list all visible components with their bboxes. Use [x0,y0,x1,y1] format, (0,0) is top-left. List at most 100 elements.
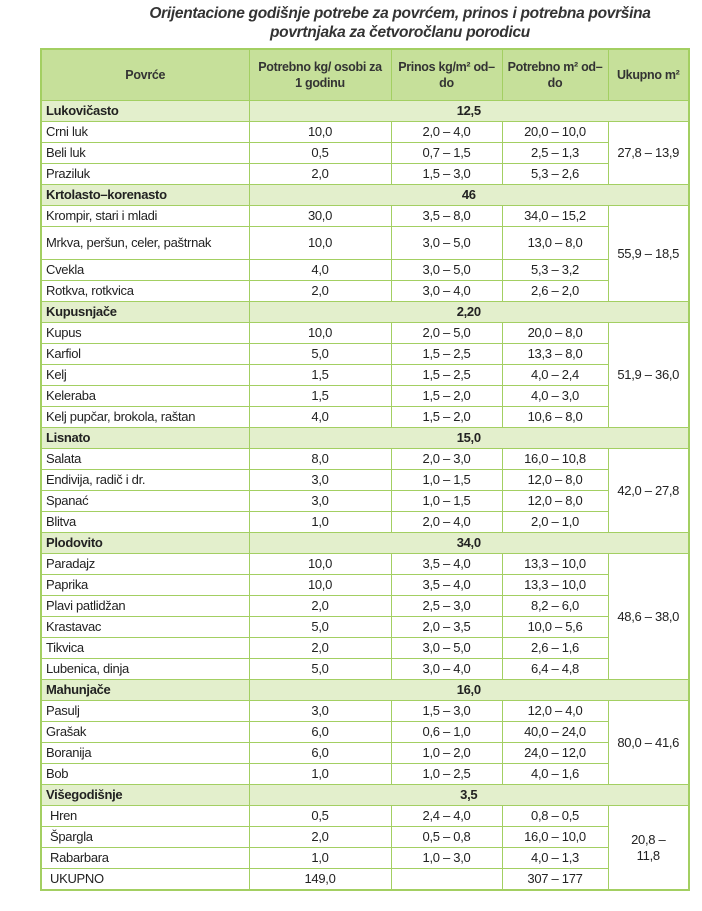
need-kg-per-person: 1,5 [248,385,392,407]
vegetable-name: Hren [40,805,250,827]
area-range: 24,0 – 12,0 [501,742,609,764]
section-name: Mahunjače [40,679,250,701]
area-range: 16,0 – 10,8 [501,448,609,470]
area-range: 20,0 – 8,0 [501,322,609,344]
area-range: 8,2 – 6,0 [501,595,609,617]
yield-range: 1,5 – 3,0 [390,163,503,185]
yield-range: 3,5 – 8,0 [390,205,503,227]
need-kg-per-person: 3,0 [248,469,392,491]
area-range: 4,0 – 3,0 [501,385,609,407]
vegetable-name: Blitva [40,511,250,533]
group-total: 20,8 – 11,8 [607,805,690,891]
table-row: Blitva 1,0 2,0 – 4,0 2,0 – 1,0 [40,511,689,533]
need-kg-per-person: 2,0 [248,637,392,659]
vegetable-name: Cvekla [40,259,250,281]
need-kg-per-person: 0,5 [248,805,392,827]
need-kg-per-person: 10,0 [248,121,392,143]
area-range: 20,0 – 10,0 [501,121,609,143]
table-row: Praziluk 2,0 1,5 – 3,0 5,3 – 2,6 [40,163,689,185]
area-range: 5,3 – 2,6 [501,163,609,185]
vegetable-name: Kelj pupčar, brokola, raštan [40,406,250,428]
section-row: Plodovito 34,0 [40,532,690,554]
yield-range: 1,0 – 1,5 [390,469,503,491]
table-row: Cvekla 4,0 3,0 – 5,0 5,3 – 3,2 [40,259,689,281]
section-row: Kupusnjače 2,20 [40,301,690,323]
section-row: Mahunjače 16,0 [40,679,690,701]
yield-range: 0,6 – 1,0 [390,721,503,743]
section-value: 15,0 [248,427,690,449]
need-kg-per-person: 1,0 [248,847,392,869]
yield-range: 3,0 – 4,0 [390,280,503,302]
table-row: Kupus 10,0 2,0 – 5,0 20,0 – 8,0 51,9 – 36,0 [40,322,690,428]
area-range: 10,0 – 5,6 [501,616,609,638]
vegetable-name: Keleraba [40,385,250,407]
vegetable-name: Plavi patlidžan [40,595,250,617]
area-range: 307 – 177 [501,868,609,891]
area-range: 2,6 – 1,6 [501,637,609,659]
vegetable-name: Krastavac [40,616,250,638]
yield-range: 2,4 – 4,0 [390,805,503,827]
header-row: Povrće Potrebno kg/ osobi za 1 godinu Pr… [40,48,690,101]
yield-range: 3,0 – 5,0 [390,259,503,281]
table-row: Salata 8,0 2,0 – 3,0 16,0 – 10,8 42,0 – 27,8 [40,448,690,533]
vegetable-name: UKUPNO [40,868,250,891]
section-name: Lukovičasto [40,100,250,122]
need-kg-per-person: 2,0 [248,280,392,302]
table-row: Beli luk 0,5 0,7 – 1,5 2,5 – 1,3 [40,142,689,164]
yield-range: 3,0 – 4,0 [390,658,503,680]
area-range: 12,0 – 4,0 [501,700,609,722]
yield-range: 2,0 – 4,0 [390,511,503,533]
need-kg-per-person: 2,0 [248,163,392,185]
need-kg-per-person: 2,0 [248,595,392,617]
area-range: 2,0 – 1,0 [501,511,609,533]
need-kg-per-person: 10,0 [248,553,392,575]
area-range: 2,5 – 1,3 [501,142,609,164]
vegetable-name: Bob [40,763,250,785]
vegetable-name: Praziluk [40,163,250,185]
yield-range [390,868,503,891]
yield-range: 3,5 – 4,0 [390,574,503,596]
vegetable-name: Tikvica [40,637,250,659]
table-row: Kelj 1,5 1,5 – 2,5 4,0 – 2,4 [40,364,689,386]
yield-range: 1,0 – 3,0 [390,847,503,869]
vegetable-name: Pasulj [40,700,250,722]
need-kg-per-person: 2,0 [248,826,392,848]
table-row: Keleraba 1,5 1,5 – 2,0 4,0 – 3,0 [40,385,689,407]
section-value: 3,5 [248,784,690,806]
yield-range: 1,5 – 3,0 [390,700,503,722]
area-range: 2,6 – 2,0 [501,280,609,302]
table-row: Špargla 2,0 0,5 – 0,8 16,0 – 10,0 [40,826,689,848]
vegetable-name: Rotkva, rotkvica [40,280,250,302]
need-kg-per-person: 1,0 [248,511,392,533]
vegetable-name: Krompir, stari i mladi [40,205,250,227]
vegetable-name: Špargla [40,826,250,848]
need-kg-per-person: 1,0 [248,763,392,785]
group-total: 51,9 – 36,0 [607,322,690,428]
vegetable-name: Mrkva, peršun, celer, paštrnak [40,226,250,260]
yield-range: 2,0 – 4,0 [390,121,503,143]
table-row: Grašak 6,0 0,6 – 1,0 40,0 – 24,0 [40,721,689,743]
vegetable-name: Spanać [40,490,250,512]
table-row: Kelj pupčar, brokola, raštan 4,0 1,5 – 2,0… [40,406,689,428]
section-row: Krtolasto–korenasto 46 [40,184,690,206]
group-total: 80,0 – 41,6 [607,700,690,785]
table-row: Rabarbara 1,0 1,0 – 3,0 4,0 – 1,3 [40,847,689,869]
table-row: Boranija 6,0 1,0 – 2,0 24,0 – 12,0 [40,742,689,764]
section-row: Lukovičasto 12,5 [40,100,690,122]
table-row: UKUPNO 149,0 307 – 177 [40,868,689,891]
table-row: Rotkva, rotkvica 2,0 3,0 – 4,0 2,6 – 2,0 [40,280,689,302]
section-row: Višegodišnje 3,5 [40,784,690,806]
table-row: Paprika 10,0 3,5 – 4,0 13,3 – 10,0 [40,574,689,596]
section-name: Lisnato [40,427,250,449]
section-value: 12,5 [248,100,690,122]
need-kg-per-person: 5,0 [248,343,392,365]
yield-range: 2,0 – 3,5 [390,616,503,638]
need-kg-per-person: 3,0 [248,700,392,722]
table-row: Spanać 3,0 1,0 – 1,5 12,0 – 8,0 [40,490,689,512]
section-row: Lisnato 15,0 [40,427,690,449]
vegetable-name: Grašak [40,721,250,743]
area-range: 13,3 – 8,0 [501,343,609,365]
title-line-2: povrtnjaka za četvoročlanu porodicu [270,24,530,41]
area-range: 12,0 – 8,0 [501,490,609,512]
section-name: Krtolasto–korenasto [40,184,250,206]
